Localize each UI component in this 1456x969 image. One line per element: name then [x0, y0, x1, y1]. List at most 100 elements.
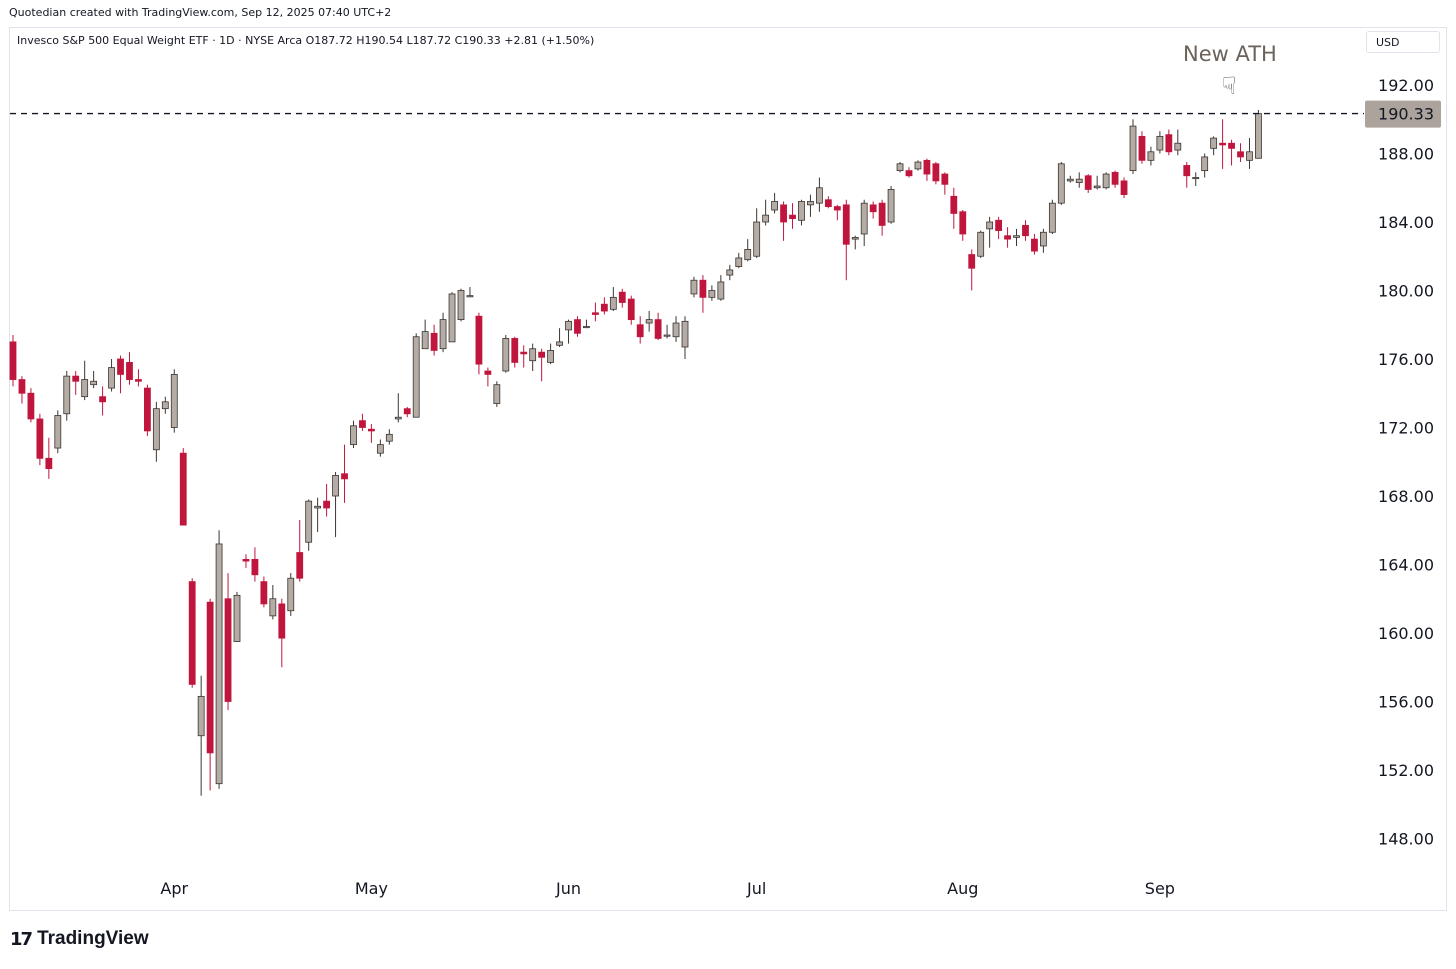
candle[interactable]	[287, 573, 295, 616]
candle[interactable]	[448, 292, 456, 343]
candle[interactable]	[1192, 172, 1200, 187]
candle[interactable]	[376, 439, 384, 457]
candle[interactable]	[645, 311, 653, 332]
candle[interactable]	[914, 160, 922, 171]
candle[interactable]	[117, 355, 124, 394]
price-axis[interactable]: 192.00 188.00 184.00 180.00 176.00 172.00 168.…	[1378, 76, 1434, 849]
candle[interactable]	[81, 360, 89, 401]
candle[interactable]	[394, 393, 402, 423]
candle[interactable]	[592, 302, 599, 322]
candle[interactable]	[780, 201, 787, 241]
candle[interactable]	[726, 264, 734, 281]
candle[interactable]	[636, 316, 644, 344]
candle[interactable]	[583, 319, 590, 329]
candle[interactable]	[869, 201, 877, 219]
candle[interactable]	[99, 386, 106, 416]
candle[interactable]	[1237, 143, 1244, 163]
candle[interactable]	[296, 519, 304, 582]
candle[interactable]	[771, 192, 778, 214]
candle[interactable]	[260, 576, 268, 608]
candle[interactable]	[1084, 174, 1092, 193]
candle[interactable]	[816, 177, 823, 212]
candle[interactable]	[529, 343, 537, 371]
candle[interactable]	[403, 406, 411, 418]
candle[interactable]	[323, 484, 331, 517]
candle[interactable]	[197, 675, 205, 796]
candle[interactable]	[1102, 172, 1110, 190]
candle[interactable]	[242, 554, 250, 568]
candle[interactable]	[798, 199, 805, 226]
candle[interactable]	[367, 424, 375, 443]
candle[interactable]	[224, 573, 232, 711]
candle[interactable]	[412, 333, 420, 418]
candle[interactable]	[609, 287, 617, 312]
candle[interactable]	[789, 203, 796, 229]
candle[interactable]	[574, 316, 581, 337]
candle[interactable]	[421, 319, 429, 350]
candle[interactable]	[941, 172, 949, 195]
candle[interactable]	[1066, 175, 1074, 183]
candle[interactable]	[135, 369, 142, 387]
candle[interactable]	[699, 275, 707, 313]
candle[interactable]	[860, 199, 868, 246]
candle[interactable]	[717, 275, 725, 301]
candle[interactable]	[1048, 199, 1056, 234]
candle[interactable]	[1147, 146, 1155, 166]
candle[interactable]	[1111, 170, 1119, 188]
candle[interactable]	[502, 335, 510, 373]
candle[interactable]	[36, 413, 44, 466]
candle[interactable]	[430, 324, 438, 356]
candle[interactable]	[27, 388, 35, 423]
candle[interactable]	[672, 316, 680, 342]
candle[interactable]	[950, 187, 958, 229]
candle[interactable]	[1093, 175, 1101, 190]
symbol-legend[interactable]: Invesco S&P 500 Equal Weight ETF · 1D · …	[17, 34, 595, 47]
candle[interactable]	[511, 336, 519, 368]
candle[interactable]	[215, 530, 223, 789]
tradingview-logo[interactable]: 17 TradingView	[10, 928, 149, 950]
candle[interactable]	[18, 376, 26, 404]
candle[interactable]	[305, 499, 313, 551]
candle[interactable]	[618, 288, 626, 308]
candle[interactable]	[475, 312, 483, 375]
candle[interactable]	[278, 598, 286, 668]
candle[interactable]	[269, 585, 277, 620]
candle[interactable]	[556, 328, 563, 348]
candle[interactable]	[887, 186, 895, 224]
candle[interactable]	[1210, 136, 1218, 156]
candle[interactable]	[1129, 119, 1137, 175]
candle[interactable]	[905, 167, 913, 178]
candle[interactable]	[188, 578, 196, 688]
candle[interactable]	[385, 429, 393, 445]
candle[interactable]	[143, 384, 151, 437]
candle[interactable]	[520, 345, 528, 368]
candle[interactable]	[654, 312, 662, 341]
candle[interactable]	[690, 276, 698, 298]
candle[interactable]	[565, 319, 572, 344]
currency-button[interactable]: USD	[1366, 31, 1440, 53]
candle[interactable]	[1246, 138, 1253, 169]
candle[interactable]	[932, 162, 940, 185]
candle[interactable]	[1075, 172, 1083, 188]
candle[interactable]	[439, 312, 447, 353]
candle[interactable]	[538, 348, 546, 382]
candle[interactable]	[735, 252, 743, 269]
candle[interactable]	[206, 598, 214, 791]
candle[interactable]	[1022, 220, 1029, 241]
candle[interactable]	[108, 359, 115, 392]
candle[interactable]	[493, 381, 501, 407]
candle[interactable]	[233, 591, 241, 642]
candle[interactable]	[1174, 129, 1182, 156]
candle[interactable]	[663, 324, 671, 339]
candle[interactable]	[851, 235, 859, 250]
candle[interactable]	[995, 216, 1002, 240]
candle[interactable]	[547, 343, 554, 365]
candle[interactable]	[90, 370, 98, 389]
candle[interactable]	[170, 369, 178, 433]
candle[interactable]	[968, 249, 976, 291]
candle[interactable]	[1165, 129, 1173, 156]
candle[interactable]	[152, 401, 160, 462]
candle[interactable]	[45, 437, 53, 479]
candle[interactable]	[1138, 131, 1146, 164]
candle[interactable]	[681, 316, 689, 359]
